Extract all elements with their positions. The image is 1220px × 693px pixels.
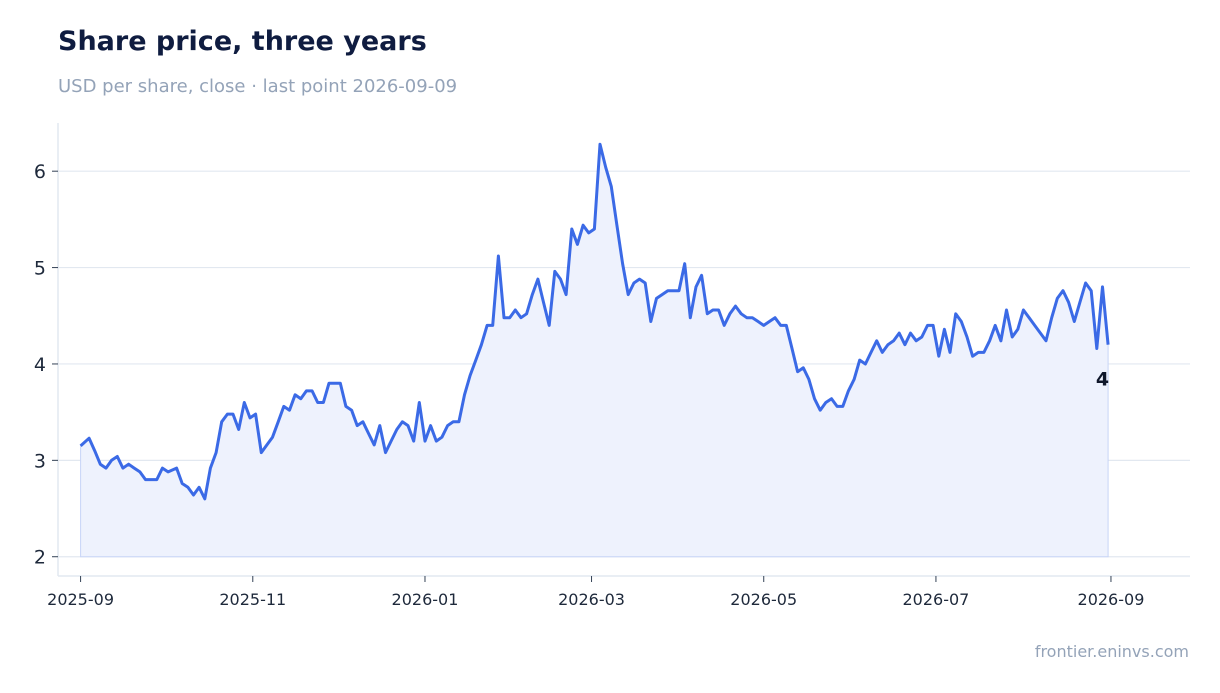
x-tick-label: 2025-09 <box>47 590 114 609</box>
x-tick-label: 2025-11 <box>219 590 286 609</box>
axes <box>57 123 1190 577</box>
x-tick-label: 2026-03 <box>558 590 625 609</box>
y-tick-label: 6 <box>34 161 46 183</box>
chart-title: Share price, three years <box>58 26 427 57</box>
y-axis-ticks: 2 3 4 5 6 <box>34 161 58 569</box>
chart-subtitle: USD per share, close · last point 2026-0… <box>58 76 458 97</box>
price-line <box>79 142 1110 501</box>
last-point-annotation: 4 <box>1096 368 1109 390</box>
x-tick-label: 2026-07 <box>903 590 970 609</box>
x-tick-label: 2026-09 <box>1078 590 1145 609</box>
y-tick-label: 3 <box>34 450 46 472</box>
source-credit: frontier.eninvs.com <box>1034 642 1189 661</box>
x-tick-label: 2026-01 <box>392 590 459 609</box>
x-axis-ticks: 2025-09 2025-11 2026-01 2026-03 2026-05 2026-… <box>47 576 1144 609</box>
x-tick-label: 2026-05 <box>730 590 797 609</box>
price-area-fill <box>80 144 1109 558</box>
y-tick-label: 2 <box>34 547 46 569</box>
y-tick-label: 4 <box>34 354 46 376</box>
y-tick-label: 5 <box>34 258 46 280</box>
